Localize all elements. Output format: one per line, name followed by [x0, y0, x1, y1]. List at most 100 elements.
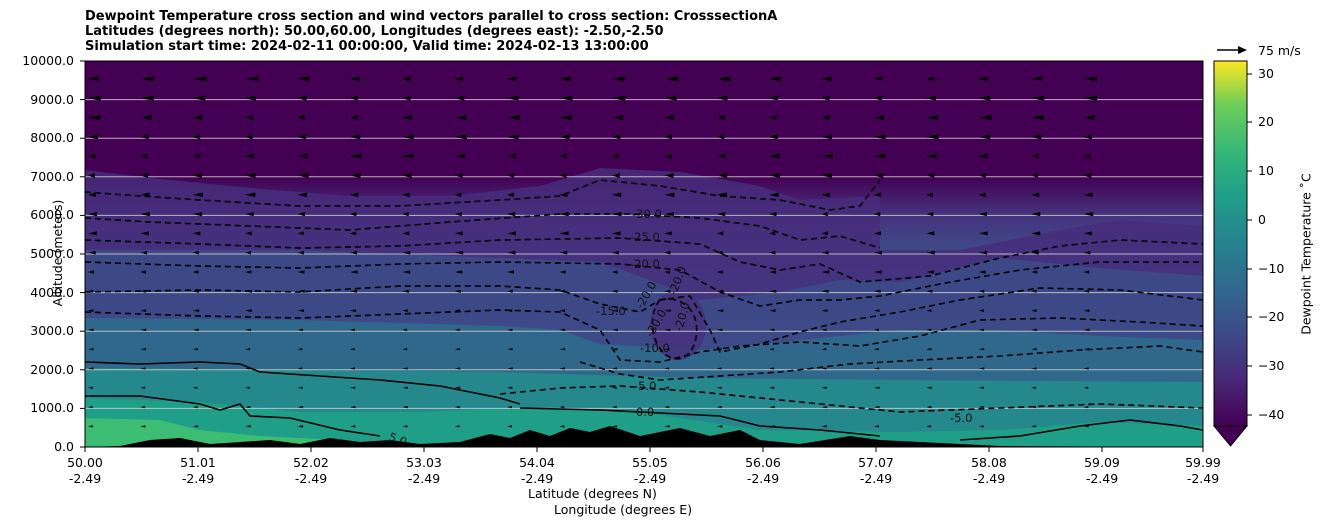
x-axis-label-latitude: Latitude (degrees N) [528, 486, 657, 501]
wind-vector [245, 95, 256, 101]
x-tick-label: 58.08 -2.49 [971, 455, 1007, 486]
wind-vector [454, 386, 461, 389]
x-tick-label: 54.04 -2.49 [519, 455, 555, 486]
wind-vector [716, 231, 724, 236]
wind-vector [874, 270, 882, 274]
contour-label: -20.0 [630, 257, 660, 271]
contour-label: -5.0 [950, 411, 972, 425]
wind-vector [716, 348, 722, 351]
colorbar-tick-label: 30 [1258, 66, 1274, 81]
wind-vector [140, 405, 146, 409]
title-line-3: Simulation start time: 2024-02-11 00:00:… [85, 39, 649, 54]
wind-vector [297, 134, 307, 140]
wind-vector [402, 134, 415, 140]
wind-vector [88, 405, 93, 409]
wind-vector [926, 328, 932, 332]
wind-vector [1031, 192, 1040, 198]
wind-vector [926, 211, 934, 217]
wind-vector [978, 192, 986, 198]
y-tick-label: 8000.0 [30, 130, 74, 145]
wind-vector [1031, 270, 1038, 274]
wind-vector [507, 250, 516, 255]
wind-vector [664, 348, 670, 351]
wind-vector [297, 192, 308, 198]
colorbar-tick-label: 0 [1258, 212, 1266, 227]
wind-vector [297, 231, 304, 236]
wind-vector [978, 153, 988, 159]
wind-vector [664, 250, 671, 255]
wind-vector [926, 348, 932, 351]
wind-vector [716, 405, 722, 409]
wind-vector [874, 425, 879, 428]
wind-vector [350, 425, 356, 428]
wind-vector [192, 95, 206, 101]
wind-vector [716, 192, 727, 198]
wind-vector [88, 348, 94, 351]
wind-vector [140, 134, 149, 140]
wind-vector [821, 95, 830, 101]
wind-vector [978, 231, 988, 236]
wind-vector [769, 367, 774, 370]
wind-vector [612, 328, 618, 332]
wind-vector [140, 192, 150, 198]
wind-vector [297, 425, 304, 428]
wind-vector [192, 328, 199, 332]
wind-vector [1083, 134, 1092, 140]
contour-field [85, 61, 1203, 447]
wind-vector [297, 270, 305, 274]
wind-vector [402, 211, 409, 217]
colorbar-tick-marks [1247, 73, 1252, 416]
colorbar-tick-label: −10 [1258, 261, 1285, 276]
wind-vector [454, 76, 463, 82]
wind-vector [140, 367, 146, 370]
wind-vector [612, 405, 617, 409]
wind-vector [350, 289, 358, 293]
contour-label: -5.0 [634, 379, 656, 393]
wind-vector [192, 211, 203, 217]
wind-vector [297, 211, 305, 217]
wind-vector [507, 231, 516, 236]
wind-vector [559, 211, 569, 217]
wind-vector [350, 192, 359, 198]
wind-vector [769, 309, 776, 312]
wind-vector [454, 270, 463, 274]
wind-vector [297, 95, 307, 101]
wind-vector [926, 153, 937, 159]
wind-vector [926, 289, 933, 293]
wind-vector [192, 231, 201, 236]
wind-vector [454, 367, 461, 370]
y-tick-label: 2000.0 [30, 362, 74, 377]
reference-vector-label: 75 m/s [1258, 43, 1301, 58]
wind-vector [1083, 348, 1090, 351]
wind-vector [821, 367, 827, 370]
colorbar [1213, 60, 1248, 427]
wind-vector [1083, 76, 1097, 82]
wind-vector [769, 250, 776, 255]
wind-vector [507, 328, 513, 332]
wind-vector [192, 134, 201, 140]
wind-vector [926, 76, 935, 82]
wind-vector [821, 134, 832, 140]
wind-vector [192, 348, 198, 351]
wind-vector [874, 134, 886, 140]
wind-vector [1031, 211, 1041, 217]
wind-vector [1083, 173, 1092, 178]
wind-vector [769, 76, 782, 82]
wind-vector [874, 231, 881, 236]
wind-vector [874, 250, 882, 255]
wind-vector [88, 153, 96, 159]
wind-vector [350, 309, 356, 312]
contour-label: -10.0 [640, 341, 670, 355]
wind-vector [559, 95, 573, 101]
wind-vector [140, 386, 146, 389]
wind-vector [978, 173, 986, 178]
wind-vector [821, 425, 827, 428]
wind-vector [402, 367, 408, 370]
wind-vector [507, 367, 513, 370]
wind-vector [664, 231, 672, 236]
wind-vector [978, 211, 987, 217]
x-tick-label: 55.05 -2.49 [632, 455, 668, 486]
wind-vector [140, 211, 151, 217]
wind-vector [978, 250, 988, 255]
wind-vector [454, 348, 460, 351]
